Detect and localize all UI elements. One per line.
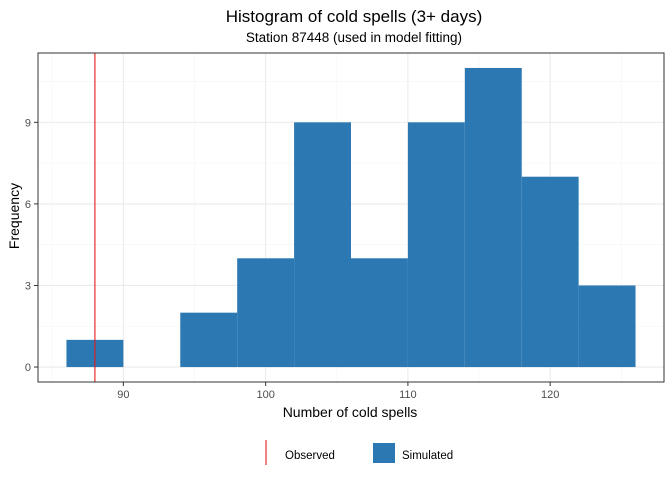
chart-subtitle: Station 87448 (used in model fitting): [246, 30, 462, 45]
y-tick-label: 6: [25, 199, 31, 211]
histogram-bar: [464, 67, 522, 368]
legend: Observed Simulated: [265, 440, 453, 465]
histogram-bar: [237, 258, 295, 368]
histogram-bar: [407, 122, 465, 368]
panel-border: [37, 52, 665, 383]
legend-observed-label: Observed: [285, 450, 335, 462]
x-tick-label: 120: [541, 389, 559, 401]
histogram-bar: [294, 122, 351, 368]
x-tick-label: 110: [399, 389, 417, 401]
chart-title: Histogram of cold spells (3+ days): [226, 7, 483, 26]
histogram-bar: [578, 285, 636, 368]
histogram-bar: [351, 258, 408, 368]
legend-simulated-key: [373, 443, 395, 463]
y-tick-label: 0: [25, 362, 31, 374]
x-tick-label: 100: [256, 389, 274, 401]
y-axis-title: Frequency: [6, 183, 22, 249]
x-tick-label: 90: [117, 389, 129, 401]
histogram-bar: [180, 312, 238, 368]
x-axis-ticks: 90 100 110 120: [117, 382, 559, 401]
histogram-bars: [66, 67, 636, 368]
y-tick-label: 9: [25, 117, 31, 129]
x-axis-title: Number of cold spells: [283, 404, 418, 420]
y-tick-label: 3: [25, 280, 31, 292]
y-axis-ticks: 0 3 6 9: [25, 117, 38, 374]
histogram-bar: [521, 176, 579, 368]
legend-simulated-label: Simulated: [402, 450, 453, 462]
